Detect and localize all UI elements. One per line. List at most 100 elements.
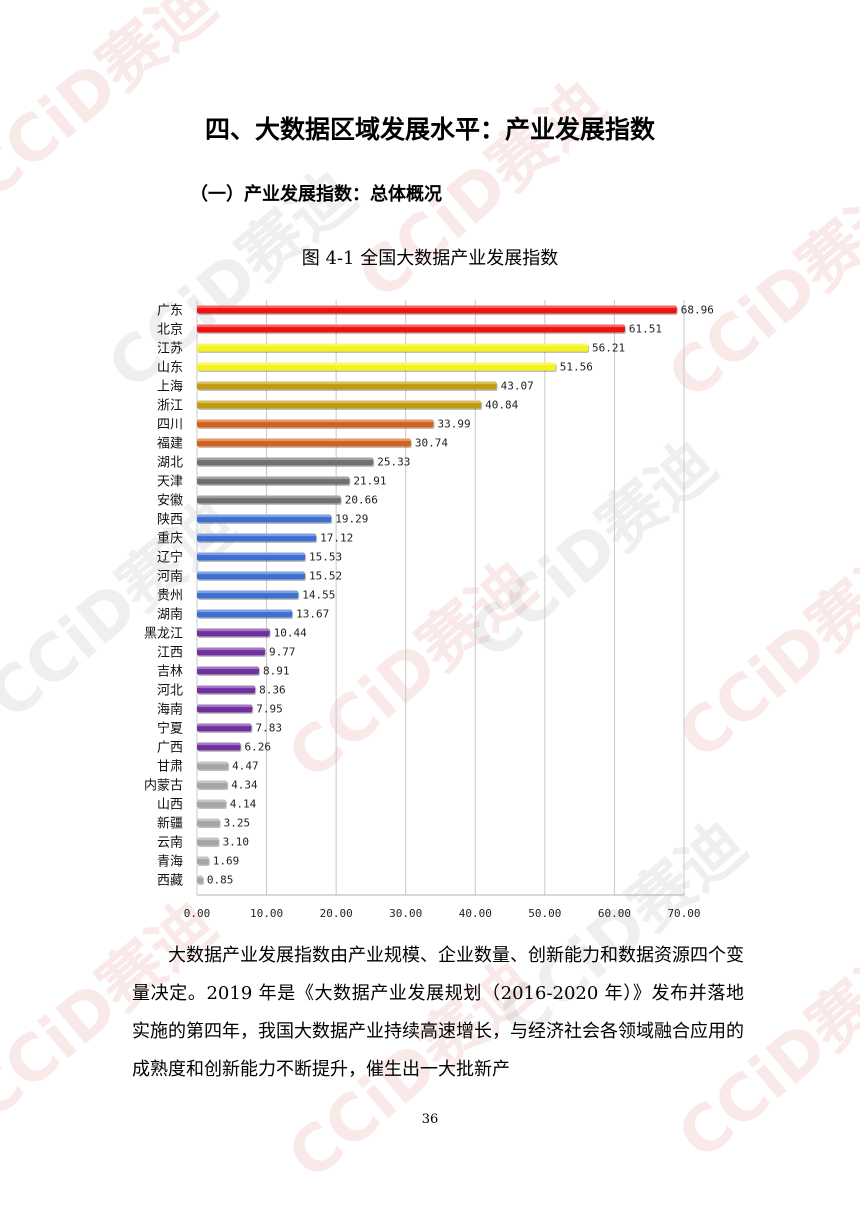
bar-海南 [197,704,253,713]
data-label: 0.85 [207,874,234,887]
x-tick-label: 10.00 [250,907,283,920]
data-label: 40.84 [485,399,518,412]
bar-highlight [197,514,332,518]
category-label: 山东 [157,361,183,376]
bar-highlight [197,780,228,784]
data-label: 30.74 [415,437,448,450]
bar-湖北 [197,457,374,466]
bar-广东 [197,305,677,314]
bar-江苏 [197,343,589,352]
page-title: 四、大数据区域发展水平：产业发展指数 [204,115,655,144]
data-label: 6.26 [245,741,271,754]
category-label: 内蒙古 [144,778,183,794]
data-label: 15.53 [309,551,342,564]
data-label: 19.29 [335,513,368,526]
bar-广西 [197,742,241,751]
bar-宁夏 [197,723,252,732]
bar-河南 [197,571,305,580]
data-label: 7.95 [256,703,283,716]
x-tick-label: 40.00 [459,907,492,920]
bar-highlight [197,761,229,765]
data-label: 33.99 [437,418,470,431]
bar-highlight [197,799,226,803]
bar-浙江 [197,400,482,409]
category-label: 天津 [157,475,183,490]
category-label: 河南 [157,569,183,585]
category-label: 广西 [157,741,183,756]
bar-highlight [197,457,374,461]
bar-highlight [197,343,589,347]
bar-highlight [197,837,219,841]
data-label: 4.34 [231,779,258,792]
x-tick-label: 50.00 [528,907,561,920]
bar-湖南 [197,609,293,618]
data-label: 20.66 [345,494,378,507]
category-label: 重庆 [157,531,183,547]
bar-黑龙江 [197,628,270,637]
bar-highlight [197,723,252,727]
bar-highlight [197,438,411,442]
page-number: 36 [421,1112,439,1127]
bar-贵州 [197,590,299,599]
data-label: 17.12 [320,532,353,545]
bar-highlight [197,856,209,860]
bar-highlight [197,571,305,575]
data-label: 9.77 [269,646,296,659]
bar-江西 [197,647,265,656]
category-label: 浙江 [157,399,183,414]
data-label: 8.36 [259,684,286,697]
x-tick-label: 30.00 [389,907,422,920]
bar-安徽 [197,495,341,504]
figure-caption: 图 4-1 全国大数据产业发展指数 [301,248,559,269]
bar-highlight [197,305,677,309]
bar-山东 [197,362,556,371]
data-label: 10.44 [274,627,307,640]
bar-highlight [197,685,256,689]
category-label: 湖南 [157,607,183,623]
data-label: 3.25 [224,817,251,830]
bar-highlight [197,666,259,670]
bar-highlight [197,552,306,556]
bar-山西 [197,799,226,808]
bar-上海 [197,381,497,390]
bar-highlight [197,818,220,822]
category-label: 辽宁 [157,550,183,566]
bar-highlight [197,609,293,613]
bar-天津 [197,476,350,485]
category-label: 山西 [157,798,183,813]
bar-highlight [197,362,556,366]
category-label: 北京 [157,323,183,338]
bar-highlight [197,647,265,651]
data-label: 14.55 [302,589,335,602]
bar-陕西 [197,514,332,523]
category-label: 福建 [157,437,183,452]
bar-highlight [197,381,497,385]
bar-highlight [197,495,341,499]
category-label: 贵州 [157,589,183,604]
x-tick-label: 20.00 [320,907,353,920]
data-label: 3.10 [223,836,250,849]
data-label: 68.96 [681,304,714,317]
category-label: 湖北 [157,456,183,471]
bar-highlight [197,400,482,404]
bar-河北 [197,685,256,694]
bar-内蒙古 [197,780,228,789]
category-label: 西藏 [157,874,183,889]
x-tick-label: 70.00 [667,907,700,920]
category-label: 河北 [157,684,183,699]
category-label: 四川 [157,418,183,433]
bar-highlight [197,419,434,423]
category-label: 黑龙江 [144,627,183,642]
bar-highlight [197,704,253,708]
data-label: 15.52 [309,570,342,583]
category-label: 安徽 [157,494,183,509]
chart-gridlines [196,300,685,896]
bar-青海 [197,856,209,865]
bar-四川 [197,419,434,428]
category-label: 江西 [157,646,183,661]
data-label: 43.07 [501,380,534,393]
x-tick-label: 0.00 [184,907,211,920]
bar-云南 [197,837,219,846]
data-label: 13.67 [296,608,329,621]
bar-highlight [197,476,350,480]
